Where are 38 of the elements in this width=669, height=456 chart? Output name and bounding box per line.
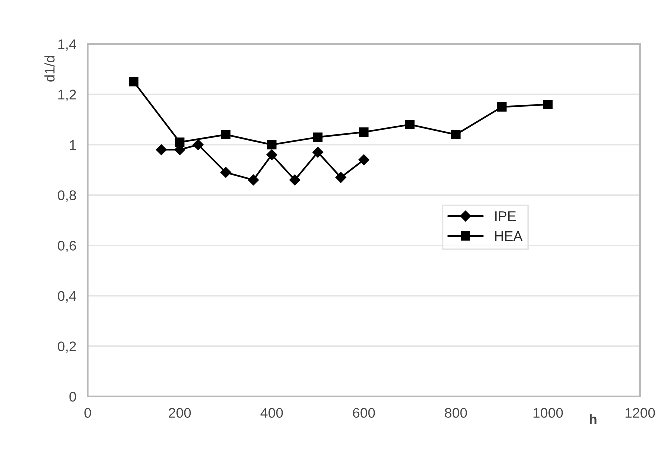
x-tick-label: 1000 — [534, 408, 564, 418]
y-tick-label: 0,2 — [58, 342, 76, 354]
point — [451, 130, 461, 140]
x-tick-label: 400 — [260, 408, 284, 418]
y-tick-label: 1,2 — [58, 90, 76, 102]
point — [221, 130, 231, 140]
legend-label: IPE — [496, 212, 516, 222]
x-tick-label: 1200 — [626, 408, 656, 418]
y-tick-label: 0,8 — [58, 190, 76, 202]
point — [220, 167, 232, 178]
y-tick-label: 0,4 — [58, 291, 76, 303]
y-tick-label: 0,6 — [58, 240, 76, 252]
point — [266, 150, 278, 160]
x-tick-label: 800 — [445, 408, 468, 418]
point — [267, 140, 277, 150]
point — [313, 132, 323, 142]
point — [290, 174, 300, 186]
y-tick-label: 0 — [70, 392, 76, 402]
point — [497, 102, 507, 112]
point — [336, 172, 347, 184]
point — [129, 77, 139, 87]
y-tick-label: 1 — [70, 140, 76, 150]
point — [192, 140, 204, 150]
x-tick-label: 0 — [84, 408, 92, 418]
point — [248, 174, 260, 186]
y-tick-label: 1,4 — [58, 40, 76, 52]
point — [312, 147, 324, 158]
y-axis-title: d1/d — [44, 56, 55, 82]
point — [358, 154, 370, 166]
point — [175, 138, 185, 148]
point — [544, 100, 553, 110]
point — [359, 128, 369, 138]
x-tick-label: 200 — [169, 408, 192, 418]
x-tick-label: 600 — [353, 408, 376, 418]
legend-label: HEA — [495, 232, 523, 242]
x-axis-title: h — [590, 414, 597, 424]
point — [156, 144, 168, 156]
point — [405, 120, 415, 130]
